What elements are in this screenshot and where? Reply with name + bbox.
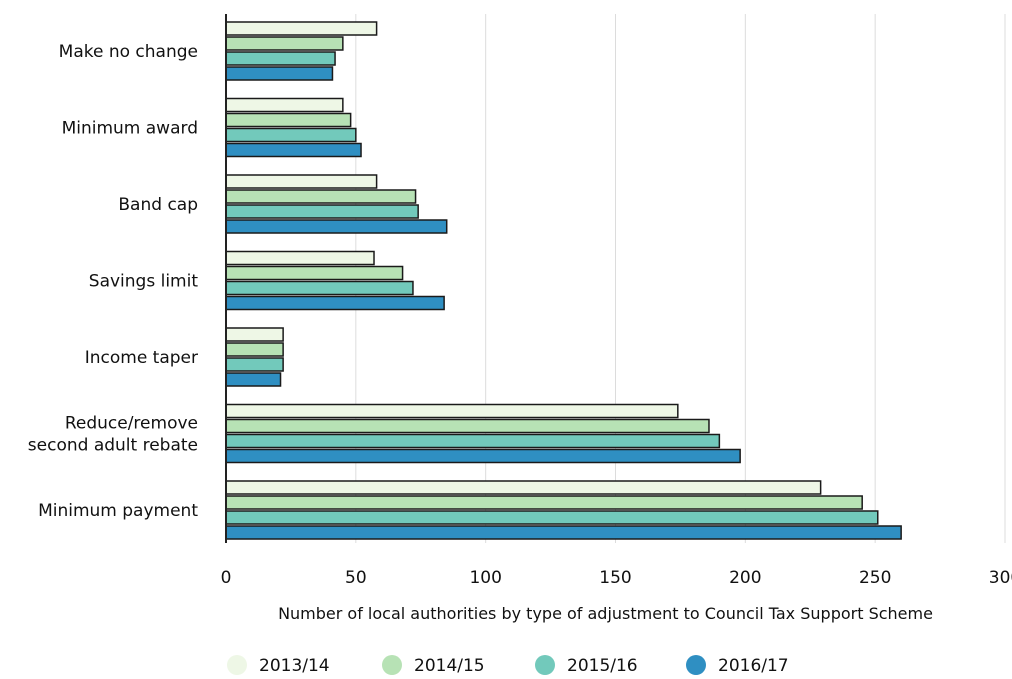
legend-label-3: 2016/17	[718, 656, 789, 676]
bar-4-2	[225, 357, 284, 372]
bar-1-1	[225, 112, 352, 128]
category-label-line: Reduce/remove	[65, 414, 198, 434]
bar-2-2	[225, 204, 419, 219]
bar-6-3	[225, 525, 902, 540]
x-tick-labels: 0 50 100 150 200 250 300	[221, 568, 1012, 588]
bar-6-0	[225, 480, 822, 495]
x-tick-label-4: 200	[729, 568, 761, 588]
legend-swatch-3	[686, 655, 706, 675]
category-label-3: Savings limit	[89, 272, 199, 292]
x-tick-label-1: 50	[345, 568, 367, 588]
bar-3-1	[225, 265, 404, 281]
bar-5-3	[225, 448, 741, 464]
bar-1-0	[225, 97, 344, 113]
bar-2-0	[225, 174, 378, 189]
bar-0-0	[225, 21, 378, 36]
bar-4-1	[225, 342, 284, 357]
legend-label-2: 2015/16	[567, 656, 638, 676]
category-label-line: Band cap	[118, 195, 198, 215]
category-label-6: Minimum payment	[38, 501, 198, 521]
bar-0-3	[225, 66, 334, 81]
category-label-line: Minimum payment	[38, 501, 198, 521]
category-label-line: Make no change	[59, 42, 198, 62]
bar-1-2	[225, 127, 357, 143]
category-label-line: Minimum award	[62, 119, 198, 139]
category-label-5: Reduce/remove second adult rebate	[28, 414, 198, 456]
bar-6-2	[225, 510, 879, 525]
bar-3-3	[225, 295, 445, 311]
bar-3-2	[225, 280, 414, 296]
bar-5-1	[225, 418, 710, 434]
x-tick-label-2: 100	[469, 568, 501, 588]
gridlines	[355, 14, 1006, 543]
bars	[225, 21, 902, 540]
legend-swatch-0	[227, 655, 247, 675]
category-label-0: Make no change	[59, 42, 198, 62]
category-label-2: Band cap	[118, 195, 198, 215]
legend: 2013/14 2014/15 2015/16 2016/17	[227, 655, 789, 676]
legend-swatch-1	[382, 655, 402, 675]
bar-5-2	[225, 433, 721, 449]
category-label-line: Savings limit	[89, 272, 199, 292]
bar-4-0	[225, 327, 284, 342]
legend-label-0: 2013/14	[259, 656, 330, 676]
bar-3-0	[225, 250, 375, 266]
legend-label-1: 2014/15	[414, 656, 485, 676]
bar-0-2	[225, 51, 336, 66]
x-tick-label-6: 300	[989, 568, 1012, 588]
category-label-line: second adult rebate	[28, 436, 198, 456]
x-tick-label-3: 150	[599, 568, 631, 588]
category-label-1: Minimum award	[62, 119, 198, 139]
x-tick-label-0: 0	[221, 568, 232, 588]
legend-swatch-2	[535, 655, 555, 675]
x-axis-title: Number of local authorities by type of a…	[278, 604, 933, 623]
bar-1-3	[225, 142, 362, 158]
bar-2-1	[225, 189, 417, 204]
bar-5-0	[225, 403, 679, 419]
bar-6-1	[225, 495, 863, 510]
category-labels: Make no change Minimum award Band cap Savin…	[28, 42, 199, 521]
bar-4-3	[225, 372, 282, 387]
category-label-line: Income taper	[85, 348, 198, 368]
category-label-4: Income taper	[85, 348, 198, 368]
bar-2-3	[225, 219, 448, 234]
x-tick-label-5: 250	[859, 568, 891, 588]
bar-0-1	[225, 36, 344, 51]
